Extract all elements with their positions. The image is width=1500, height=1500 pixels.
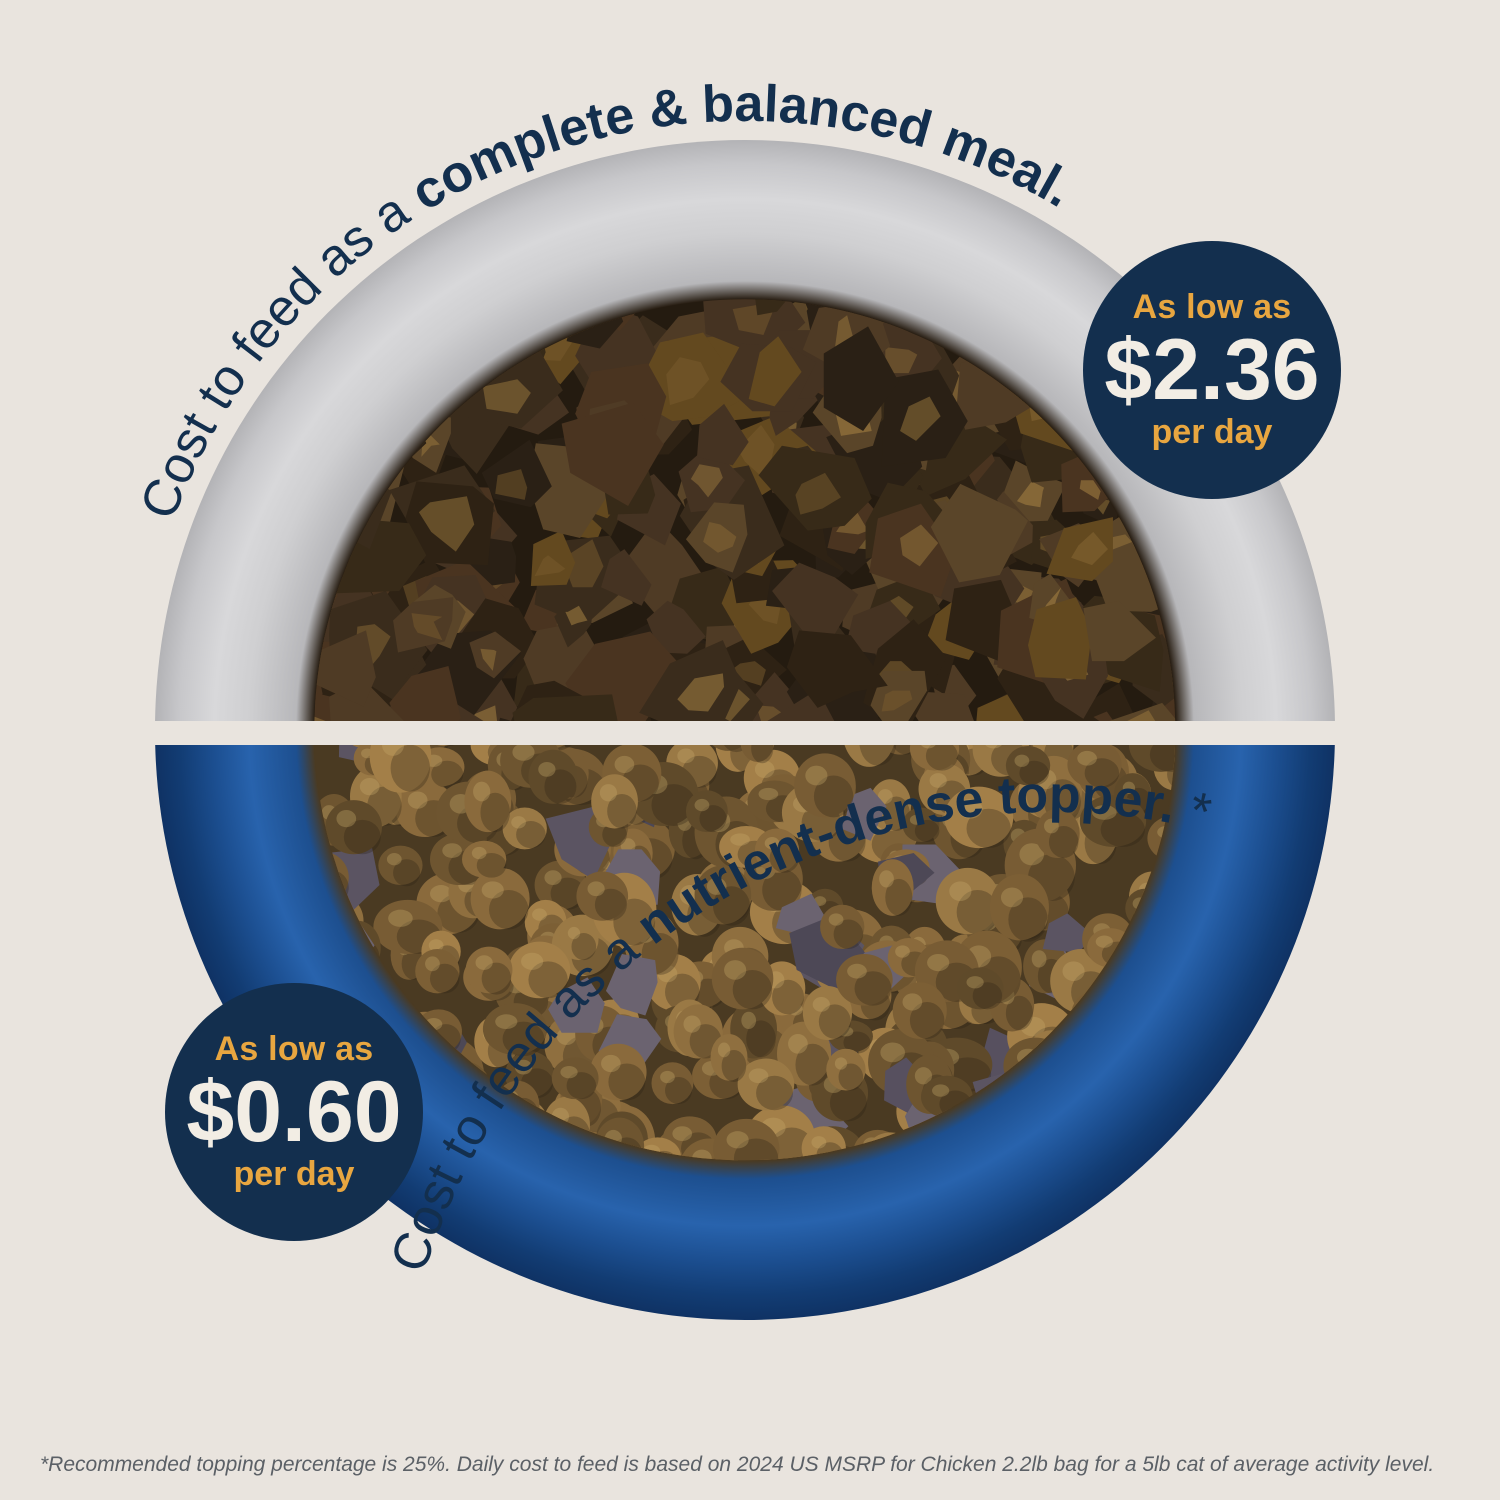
svg-text:Cost to feed as a complete & b: Cost to feed as a complete & balanced me… <box>129 75 1083 527</box>
svg-text:Cost to feed as a nutrient-den: Cost to feed as a nutrient-dense topper.… <box>380 766 1217 1279</box>
